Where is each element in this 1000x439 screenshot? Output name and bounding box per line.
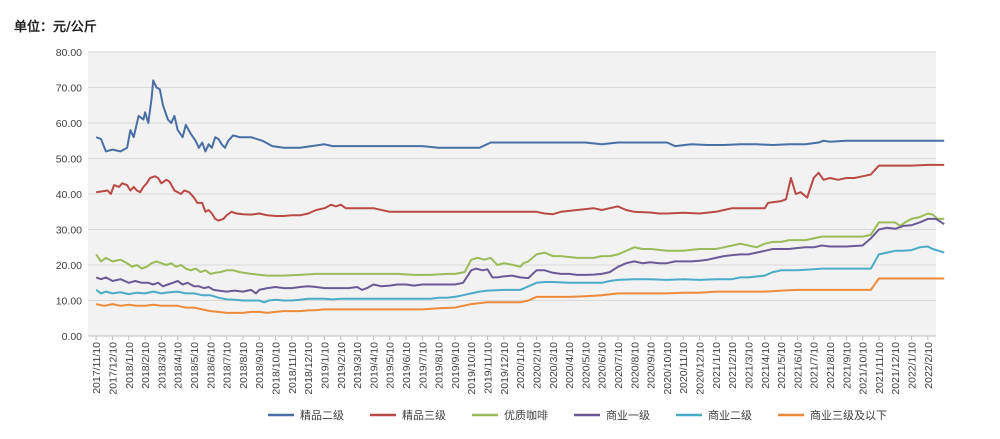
x-tick-label: 2020/7/10 [613,342,625,389]
x-tick-label: 2019/6/10 [401,342,413,389]
x-tick-label: 2020/8/10 [629,342,641,389]
x-tick-label: 2021/6/10 [792,342,804,389]
x-tick-label: 2019/9/10 [450,342,462,389]
x-tick-label: 2018/4/10 [173,342,185,389]
x-tick-label: 2021/2/10 [727,342,739,389]
x-tick-label: 2021/4/10 [760,342,772,389]
legend-label: 商业三级及以下 [810,408,887,422]
x-tick-label: 2019/11/10 [483,342,495,394]
x-tick-label: 2018/10/10 [271,342,283,395]
legend-label: 精品三级 [402,409,446,422]
x-tick-label: 2021/7/10 [809,342,821,389]
y-tick-label: 50.00 [56,154,82,166]
x-tick-label: 2019/8/10 [434,342,446,389]
x-tick-label: 2019/7/10 [417,342,429,389]
x-tick-label: 2020/12/10 [695,342,707,395]
y-tick-label: 80.00 [56,47,82,59]
x-axis: 2017/11/10 2017/12/10 2018/1/10 2018/2/10 20… [91,336,935,395]
x-tick-label: 2019/5/10 [385,342,397,389]
series-line-6 [95,277,945,314]
series-line-2 [96,163,945,222]
x-tick-label: 2021/12/10 [890,342,902,395]
x-tick-label: 2021/9/10 [841,342,853,389]
x-tick-label: 2018/5/10 [189,342,201,389]
x-tick-label: 2020/2/10 [531,342,543,389]
unit-label: 单位：元/公斤 [14,20,97,35]
y-axis: 0.00 10.00 20.00 30.00 40.00 50.00 60.00 70.00 8… [56,47,82,343]
x-tick-label: 2019/4/10 [368,342,380,389]
x-tick-label: 2020/10/10 [662,342,674,395]
gridlines [88,51,936,337]
x-tick-label: 2018/9/10 [254,342,266,389]
x-tick-label: 2021/11/10 [874,342,886,394]
x-tick-label: 2018/8/10 [238,342,250,389]
legend-label: 商业一级 [606,408,650,422]
y-tick-label: 20.00 [56,260,82,272]
x-tick-label: 2018/6/10 [205,342,217,389]
x-tick-label: 2021/3/10 [743,342,755,389]
x-tick-label: 2021/8/10 [825,342,837,389]
series-lines [95,79,945,314]
x-tick-label: 2017/12/10 [107,342,119,395]
x-tick-label: 2020/5/10 [580,342,592,389]
x-tick-label: 2020/3/10 [548,342,560,389]
x-tick-label: 2020/11/10 [678,342,690,394]
y-tick-label: 60.00 [56,118,82,130]
series-line-3 [95,212,945,277]
legend: 精品二级 精品三级 优质咖啡 商业一级 商业二级 商业三级及以下 [268,408,887,422]
x-tick-label: 2022/2/10 [923,342,935,389]
y-tick-label: 10.00 [56,296,82,308]
x-tick-label: 2020/9/10 [646,342,658,389]
y-tick-label: 40.00 [56,189,82,201]
x-tick-label: 2021/1/10 [711,342,723,389]
series-line-1 [95,79,945,153]
x-tick-label: 2018/3/10 [156,342,168,389]
x-tick-label: 2018/7/10 [222,342,234,389]
x-tick-label: 2018/12/10 [303,342,315,395]
y-tick-label: 30.00 [56,225,82,237]
x-tick-label: 2019/1/10 [319,342,331,389]
series-line-5 [95,245,945,304]
x-tick-label: 2020/1/10 [515,342,527,389]
x-tick-label: 2019/12/10 [499,342,511,395]
x-tick-label: 2020/4/10 [564,342,576,389]
y-tick-label: 70.00 [56,83,82,95]
legend-label: 商业二级 [708,408,752,422]
y-tick-label: 0.00 [62,331,83,343]
x-tick-label: 2017/11/10 [91,342,103,394]
x-tick-label: 2019/10/10 [466,342,478,395]
x-tick-label: 2021/10/10 [858,342,870,395]
x-tick-label: 2019/2/10 [336,342,348,389]
x-tick-label: 2018/11/10 [287,342,299,394]
series-line-4 [95,217,945,295]
legend-label: 优质咖啡 [504,408,548,422]
x-tick-label: 2020/6/10 [597,342,609,389]
x-tick-label: 2018/1/10 [124,342,136,389]
legend-label: 精品二级 [300,409,344,422]
x-tick-label: 2022/1/10 [907,342,919,389]
x-tick-label: 2018/2/10 [140,342,152,389]
x-tick-label: 2019/3/10 [352,342,364,389]
x-tick-label: 2021/5/10 [776,342,788,389]
